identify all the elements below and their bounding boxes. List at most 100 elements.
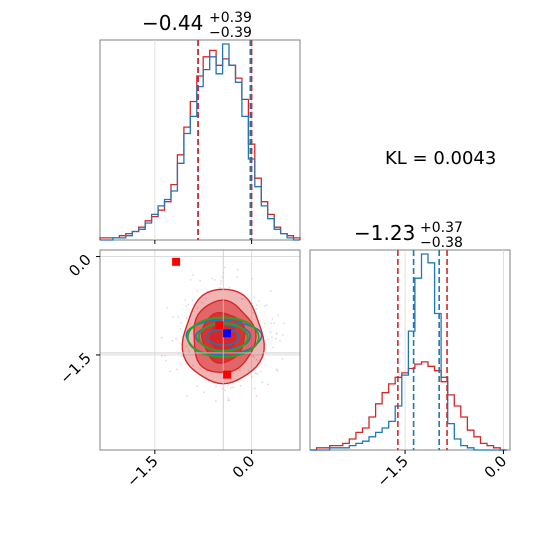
scatter-2d-point-38: [252, 355, 255, 358]
scatter-2d-point-19: [175, 368, 178, 371]
scatter-2d-point-26: [221, 276, 224, 279]
scatter-2d-point-36: [190, 279, 192, 281]
scatter-2d-point-97: [250, 375, 253, 378]
scatter-2d-point-11: [269, 331, 272, 334]
scatter-2d-point-70: [228, 399, 231, 402]
hist-y-panel: −1.5 0.0 −1.23 +0.37 −0.38: [309, 220, 511, 491]
scatter-2d-point-118: [199, 279, 202, 282]
hist-y-title-plus: +0.37: [420, 220, 463, 236]
scatter-2d-point-58: [236, 268, 239, 271]
scatter-2d-point-12: [180, 322, 183, 324]
scatter-2d-point-4: [202, 302, 205, 305]
scatter-2d-point-48: [211, 277, 214, 280]
scatter-2d-point-46: [279, 339, 281, 342]
scatter-2d-point-20: [264, 322, 267, 325]
scatter-2d-point-71: [265, 304, 268, 307]
hist-y-red-series: [310, 361, 507, 451]
hist-y-title-main: −1.23: [354, 221, 415, 245]
scatter-2d-point-49: [199, 367, 202, 370]
scatter-2d-point-117: [271, 317, 274, 320]
hist-y-title-minus: −0.38: [420, 235, 463, 251]
scatter-2d-point-16: [185, 305, 188, 307]
scatter-2d-marker-3: [223, 370, 232, 379]
hist-y-quantile-lines: [397, 250, 448, 450]
kl-label: KL = 0.0043: [385, 148, 496, 169]
scatter-2d-point-92: [273, 322, 275, 325]
scatter-2d-point-52: [180, 355, 183, 357]
scatter-2d-marker-2: [223, 329, 232, 338]
scatter-2d-point-9: [239, 384, 242, 387]
scatter-2d-point-112: [239, 369, 241, 372]
hist-x-red-series: [99, 49, 301, 240]
hist-x-title-plus: +0.39: [209, 10, 252, 26]
scatter-2d-point-79: [230, 386, 232, 389]
hist-x-quantile-lines: [154, 40, 253, 244]
scatter-2d-point-21: [175, 337, 178, 340]
scatter-2d-point-74: [255, 358, 258, 361]
scatter-2d-point-33: [185, 344, 188, 347]
hist-x-title-main: −0.44: [142, 11, 203, 35]
scatter-2d-point-100: [256, 304, 258, 306]
scatter-2d-point-94: [254, 372, 257, 375]
scatter-2d-point-57: [180, 364, 182, 366]
scatter-2d-point-109: [275, 337, 277, 340]
hist-y-blue-series: [310, 253, 507, 451]
scatter-2d-point-86: [256, 359, 259, 362]
scatter-2d-point-89: [255, 394, 258, 397]
scatter-2d-point-28: [232, 386, 235, 389]
scatter-2d-point-78: [252, 312, 255, 314]
scatter-2d-point-68: [270, 322, 272, 325]
scatter-2d-point-65: [276, 332, 278, 335]
scatter-2d-point-24: [215, 400, 217, 402]
scatter-2d-point-111: [192, 274, 194, 276]
scatter-2d-point-60: [188, 351, 191, 353]
scatter-2d-point-55: [160, 336, 163, 339]
scatter-2d-point-43: [247, 369, 250, 372]
scatter-2d-point-107: [196, 289, 199, 292]
scatter-2d-point-56: [161, 354, 163, 357]
scatter-2d-point-44: [196, 307, 199, 310]
scatter-2d-y-ticks: −1.5 0.0: [56, 251, 100, 388]
scatter-2d-point-50: [253, 356, 256, 359]
scatter-2d-point-0: [171, 339, 174, 342]
scatter-2d-point-23: [227, 399, 229, 402]
scatter-2d-point-114: [166, 306, 169, 309]
scatter-2d-point-113: [282, 334, 284, 336]
scatter-2d-point-93: [196, 385, 199, 388]
scatter-2d-point-103: [184, 299, 187, 301]
scatter-2d-point-14: [276, 369, 279, 372]
scatter-2d-point-47: [219, 286, 222, 289]
scatter-2d-markers: [172, 257, 232, 379]
scatter-2d-point-104: [184, 346, 187, 349]
scatter-2d-x-tick-label-0: −1.5: [123, 452, 161, 490]
scatter-2d-point-54: [266, 383, 269, 386]
scatter-2d-point-6: [177, 316, 179, 318]
scatter-2d-point-116: [191, 299, 194, 302]
scatter-2d-point-15: [258, 300, 261, 303]
scatter-2d-marker-1: [215, 321, 224, 330]
scatter-2d-point-2: [275, 368, 278, 371]
scatter-2d-point-61: [171, 315, 174, 318]
scatter-2d-blue-contour-0: [185, 319, 263, 356]
scatter-2d-point-115: [203, 391, 205, 394]
scatter-2d-point-25: [283, 322, 285, 325]
hist-y-frame: [309, 249, 511, 451]
scatter-2d-point-67: [179, 327, 182, 330]
scatter-2d-point-87: [213, 279, 216, 281]
scatter-2d-x-tick-label-1: 0.0: [229, 452, 259, 482]
scatter-2d-x-ticks: −1.5 0.0: [123, 450, 258, 491]
hist-y-grid: [404, 250, 504, 450]
scatter-2d-point-53: [263, 305, 266, 307]
scatter-2d-point-80: [261, 381, 264, 384]
scatter-2d-point-66: [205, 297, 207, 299]
scatter-2d-point-77: [219, 282, 222, 285]
hist-x-title: −0.44 +0.39 −0.39: [142, 10, 252, 41]
scatter-2d-point-32: [164, 354, 167, 357]
scatter-2d-point-35: [253, 387, 256, 390]
scatter-2d-point-90: [236, 276, 239, 278]
scatter-2d-point-106: [185, 317, 188, 319]
scatter-2d-point-63: [165, 359, 168, 362]
scatter-2d-blue-contour-2: [206, 328, 240, 347]
scatter-2d-point-7: [281, 358, 284, 360]
